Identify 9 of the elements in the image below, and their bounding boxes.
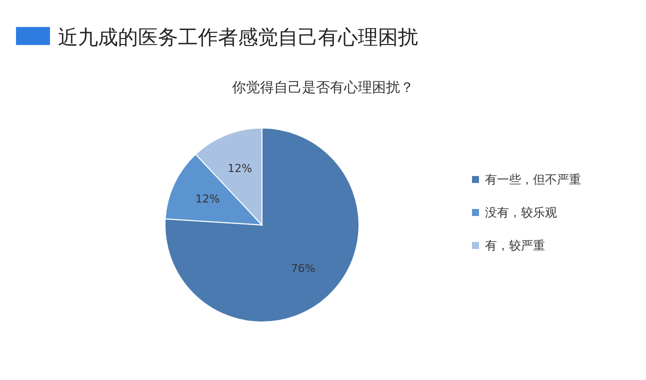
data-label: 76% bbox=[290, 262, 316, 275]
chart-title: 近九成的医务工作者感觉自己有心理困扰 bbox=[58, 25, 418, 49]
pie-slice bbox=[164, 128, 360, 322]
legend-label: 没有，较乐观 bbox=[485, 205, 557, 220]
legend-label: 有一些，但不严重 bbox=[485, 172, 581, 186]
data-label: 12% bbox=[195, 192, 220, 206]
data-label: 12% bbox=[228, 162, 252, 176]
legend-label: 有，较严重 bbox=[485, 238, 545, 252]
chart-subtitle: 你觉得自己是否有心理困扰？ bbox=[231, 80, 414, 96]
